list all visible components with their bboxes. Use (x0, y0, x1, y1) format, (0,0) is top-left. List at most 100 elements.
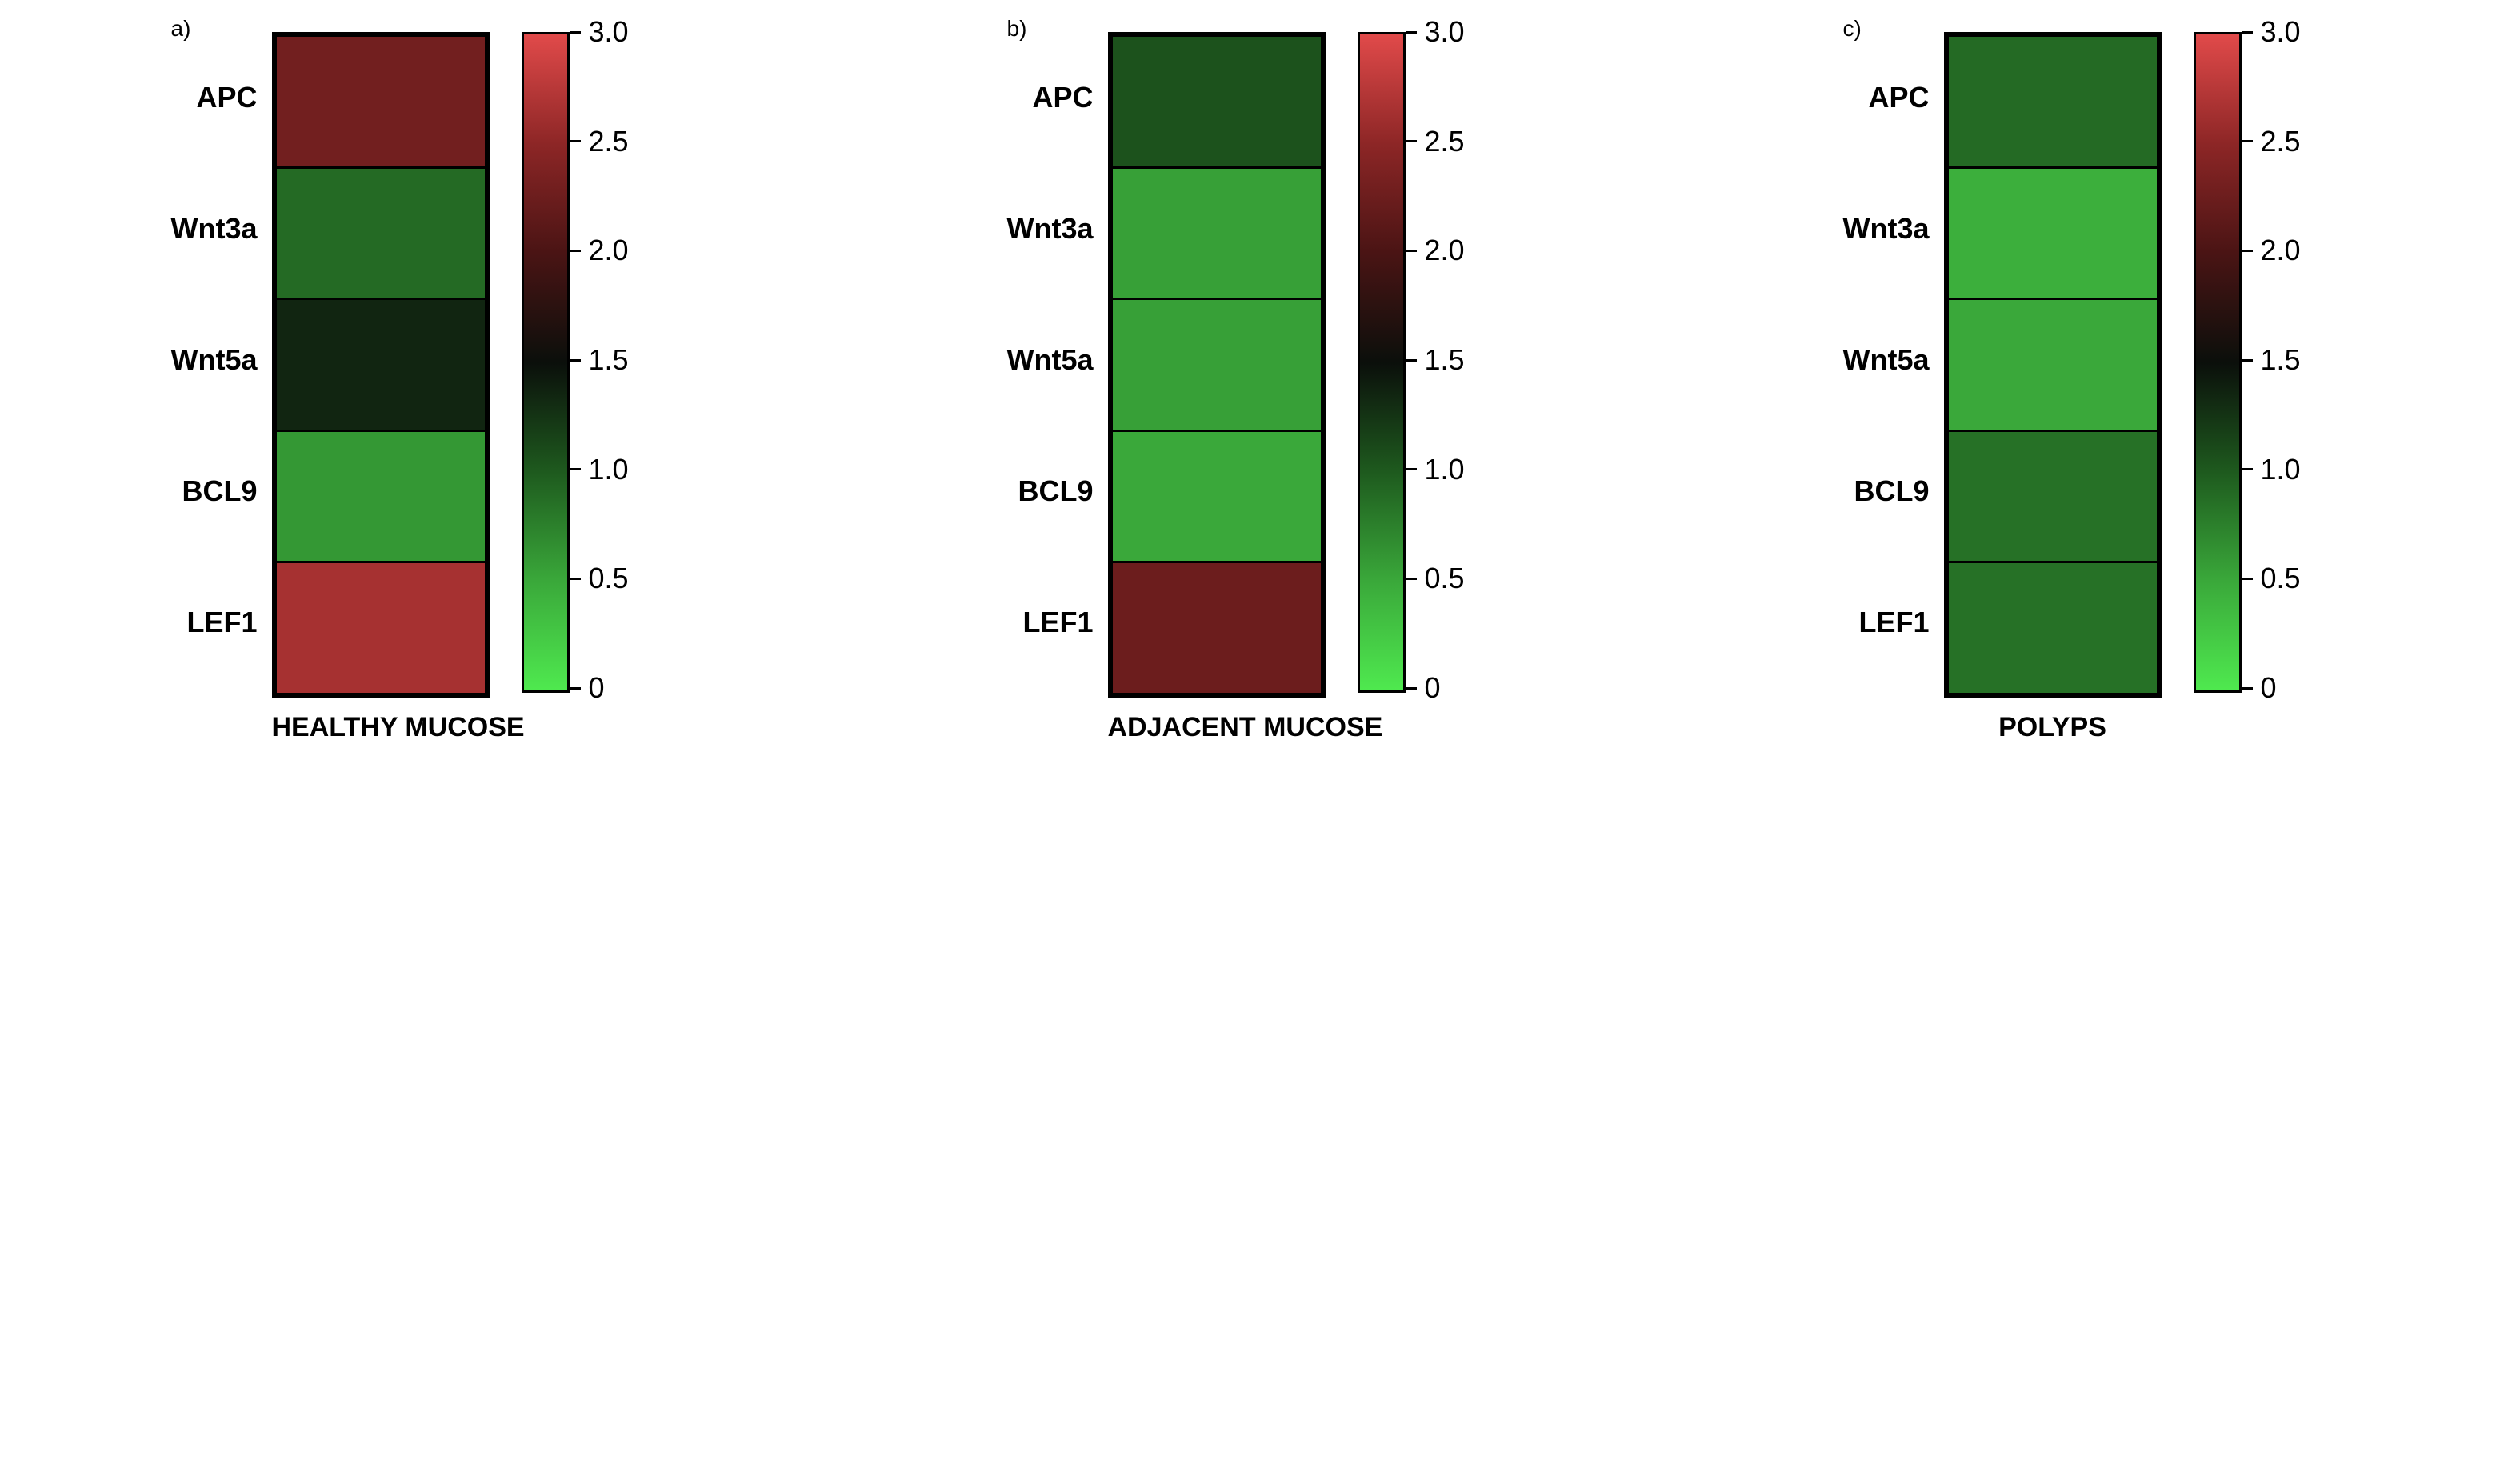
row-label: Wnt5a (171, 343, 258, 377)
heatmap-cell (1949, 432, 2157, 564)
tick-mark (1406, 578, 1417, 580)
colorbar-tick: 2.5 (1406, 125, 1465, 158)
row-label: Wnt3a (1007, 212, 1094, 246)
xlabel-row: Wnt3aPOLYPS (1843, 698, 2162, 743)
tick-mark (2242, 140, 2253, 142)
heatmap-cell (1949, 300, 2157, 432)
colorbar-tick: 0 (570, 671, 605, 705)
heatmap-cell (277, 432, 485, 564)
row-label: Wnt3a (171, 212, 258, 246)
heatmap-column (272, 32, 490, 698)
heatmap-cell (277, 300, 485, 432)
colorbar-tick: 2.5 (570, 125, 629, 158)
colorbar-tick: 3.0 (570, 15, 629, 49)
row-label: APC (1868, 81, 1929, 114)
heatmap-cell (277, 169, 485, 301)
tick-label: 2.5 (589, 125, 629, 158)
colorbar-tick: 2.0 (570, 234, 629, 267)
tick-label: 3.0 (1425, 15, 1465, 49)
heatmap-panel: b)APCWnt3aWnt5aBCL9LEF100.51.01.52.02.53… (1007, 32, 1502, 743)
heatmap-cell (1949, 563, 2157, 693)
row-labels: APCWnt3aWnt5aBCL9LEF1 (171, 32, 272, 688)
tick-mark (1406, 359, 1417, 362)
colorbar-tick: 2.0 (2242, 234, 2301, 267)
colorbar: 00.51.01.52.02.53.0 (2194, 32, 2338, 698)
tick-mark (1406, 31, 1417, 34)
tick-mark (1406, 468, 1417, 470)
colorbar-tick: 0 (2242, 671, 2277, 705)
tick-mark (570, 140, 581, 142)
colorbar-tick: 2.5 (2242, 125, 2301, 158)
tick-mark (2242, 359, 2253, 362)
row-label: BCL9 (182, 474, 257, 508)
panel-tag: a) (171, 16, 191, 42)
tick-label: 0.5 (2261, 562, 2301, 595)
colorbar-tick: 1.0 (570, 453, 629, 486)
xlabel-row: Wnt3aHEALTHY MUCOSE (171, 698, 490, 743)
panel-body: APCWnt3aWnt5aBCL9LEF100.51.01.52.02.53.0 (171, 32, 666, 698)
tick-label: 2.5 (2261, 125, 2301, 158)
colorbar-tick: 2.0 (1406, 234, 1465, 267)
colorbar: 00.51.01.52.02.53.0 (1358, 32, 1502, 698)
panel-body: APCWnt3aWnt5aBCL9LEF100.51.01.52.02.53.0 (1843, 32, 2338, 698)
tick-label: 2.0 (2261, 234, 2301, 267)
row-label: Wnt5a (1843, 343, 1930, 377)
colorbar-tick: 1.5 (2242, 343, 2301, 377)
tick-mark (2242, 578, 2253, 580)
heatmap-column (1108, 32, 1326, 698)
tick-label: 2.0 (589, 234, 629, 267)
row-label: LEF1 (186, 606, 257, 639)
colorbar-tick: 1.0 (2242, 453, 2301, 486)
tick-label: 2.5 (1425, 125, 1465, 158)
row-label: LEF1 (1858, 606, 1929, 639)
panel-tag: c) (1843, 16, 1862, 42)
heatmap-cell (1113, 37, 1321, 169)
tick-label: 0 (589, 671, 605, 705)
tick-label: 1.0 (1425, 453, 1465, 486)
tick-mark (570, 359, 581, 362)
heatmap-panel: a)APCWnt3aWnt5aBCL9LEF100.51.01.52.02.53… (171, 32, 666, 743)
colorbar-tick: 3.0 (1406, 15, 1465, 49)
tick-mark (2242, 468, 2253, 470)
colorbar-ticks: 00.51.01.52.02.53.0 (570, 32, 666, 688)
colorbar-gradient (1358, 32, 1406, 693)
row-label: APC (1032, 81, 1093, 114)
tick-mark (2242, 31, 2253, 34)
colorbar-tick: 0.5 (570, 562, 629, 595)
colorbar-tick: 1.0 (1406, 453, 1465, 486)
tick-label: 1.0 (589, 453, 629, 486)
tick-label: 0.5 (1425, 562, 1465, 595)
heatmap-cell (1113, 300, 1321, 432)
colorbar-ticks: 00.51.01.52.02.53.0 (2242, 32, 2338, 688)
tick-label: 1.5 (1425, 343, 1465, 377)
row-label: BCL9 (1018, 474, 1093, 508)
heatmap-cell (1113, 169, 1321, 301)
tick-label: 2.0 (1425, 234, 1465, 267)
heatmap-cell (1113, 432, 1321, 564)
colorbar-tick: 1.5 (570, 343, 629, 377)
tick-mark (2242, 250, 2253, 252)
colorbar-tick: 3.0 (2242, 15, 2301, 49)
tick-label: 3.0 (589, 15, 629, 49)
xlabel-row: Wnt3aADJACENT MUCOSE (1007, 698, 1326, 743)
colorbar-ticks: 00.51.01.52.02.53.0 (1406, 32, 1502, 688)
heatmap-panel: c)APCWnt3aWnt5aBCL9LEF100.51.01.52.02.53… (1843, 32, 2338, 743)
tick-mark (1406, 140, 1417, 142)
colorbar-tick: 0.5 (2242, 562, 2301, 595)
panel-body: APCWnt3aWnt5aBCL9LEF100.51.01.52.02.53.0 (1007, 32, 1502, 698)
tick-label: 1.0 (2261, 453, 2301, 486)
figure: a) APC Wnt3a Wnt5a BCL9 LEF1 0 0.5 1.0 1.5 2.0 2.5 3… (0, 0, 2508, 791)
tick-label: 3.0 (2261, 15, 2301, 49)
row-label: BCL9 (1854, 474, 1929, 508)
heatmap-cell (277, 37, 485, 169)
colorbar-tick: 0.5 (1406, 562, 1465, 595)
tick-label: 0 (1425, 671, 1441, 705)
colorbar-tick: 1.5 (1406, 343, 1465, 377)
tick-label: 0 (2261, 671, 2277, 705)
tick-mark (570, 578, 581, 580)
x-axis-label: ADJACENT MUCOSE (1108, 712, 1326, 743)
tick-label: 1.5 (589, 343, 629, 377)
heatmap-cell (1113, 563, 1321, 693)
x-axis-label: HEALTHY MUCOSE (272, 712, 490, 743)
colorbar-gradient (522, 32, 570, 693)
